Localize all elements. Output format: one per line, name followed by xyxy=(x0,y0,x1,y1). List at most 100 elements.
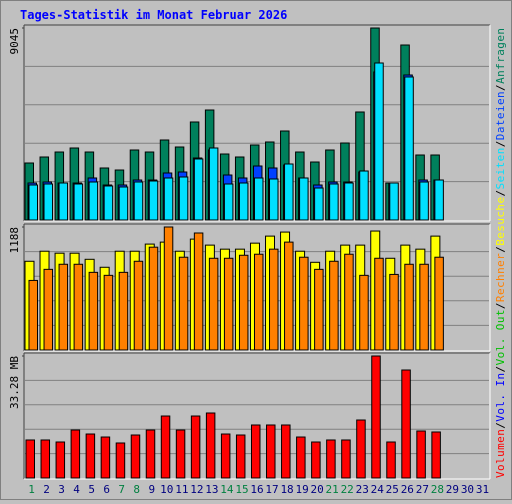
bar xyxy=(389,273,399,351)
bar xyxy=(103,274,114,351)
bar xyxy=(103,185,114,221)
bar xyxy=(311,441,321,479)
bar xyxy=(130,434,141,479)
x-tick-label: 10 xyxy=(160,483,173,496)
x-tick-label: 27 xyxy=(416,483,429,496)
bar xyxy=(434,179,444,221)
x-tick-label: 21 xyxy=(326,483,339,496)
bar xyxy=(118,186,129,221)
x-tick-label: 26 xyxy=(401,483,414,496)
bar xyxy=(73,263,84,351)
x-tick-label: 19 xyxy=(295,483,308,496)
legend-entry: Vol. Out xyxy=(494,310,507,366)
bar xyxy=(266,424,276,479)
legend-entry: Volumen xyxy=(494,429,507,478)
bar xyxy=(269,178,279,221)
legend-entry: Rechner xyxy=(494,253,507,302)
bar xyxy=(223,257,234,351)
bar xyxy=(25,439,35,479)
bar xyxy=(419,181,429,221)
x-tick-label: 29 xyxy=(446,483,459,496)
legend: Volumen/Vol. In/Vol. Out/Rechner/Besuche… xyxy=(494,28,507,478)
x-tick-label: 2 xyxy=(43,483,50,496)
legend-entry: Anfragen xyxy=(494,28,507,84)
bar xyxy=(100,436,111,479)
bar xyxy=(208,257,219,351)
bar xyxy=(329,183,339,221)
bar xyxy=(43,268,54,351)
x-tick-label: 22 xyxy=(341,483,354,496)
bar xyxy=(88,181,99,221)
legend-separator: / xyxy=(494,190,507,197)
bar xyxy=(284,241,294,351)
bar xyxy=(374,257,384,351)
bar xyxy=(281,424,291,479)
x-tick-label: 16 xyxy=(250,483,263,496)
x-tick-label: 1 xyxy=(28,483,35,496)
x-tick-label: 7 xyxy=(118,483,125,496)
legend-separator: / xyxy=(494,422,507,429)
bar xyxy=(118,271,129,351)
bar xyxy=(148,180,159,221)
bar xyxy=(133,260,144,351)
bar xyxy=(55,441,66,479)
bar xyxy=(205,412,216,479)
bar xyxy=(220,433,231,479)
bar xyxy=(299,256,309,351)
x-tick-label: 4 xyxy=(73,483,80,496)
bar xyxy=(416,430,426,479)
bar xyxy=(314,268,324,351)
bar xyxy=(40,439,51,479)
x-tick-label: 8 xyxy=(133,483,140,496)
bar xyxy=(175,429,186,479)
bar xyxy=(269,248,279,351)
bar xyxy=(133,181,144,221)
bar xyxy=(163,177,174,221)
bar xyxy=(374,62,384,221)
x-tick-label: 24 xyxy=(371,483,385,496)
bar xyxy=(73,183,84,221)
bar xyxy=(419,263,429,351)
bar xyxy=(404,263,414,351)
bar xyxy=(238,254,249,351)
x-tick-label: 3 xyxy=(58,483,65,496)
bar xyxy=(235,434,246,479)
bar xyxy=(329,260,339,351)
legend-entry: Vol. In xyxy=(494,373,507,422)
bar xyxy=(401,369,411,479)
bar xyxy=(299,177,309,221)
x-tick-label: 6 xyxy=(103,483,110,496)
bar xyxy=(344,182,354,221)
bar xyxy=(70,429,81,479)
bar xyxy=(160,415,171,479)
bar xyxy=(88,271,99,351)
x-tick-label: 5 xyxy=(88,483,95,496)
bar xyxy=(28,279,38,351)
bar xyxy=(28,184,38,221)
bar xyxy=(314,187,324,221)
bar xyxy=(58,263,69,351)
bar xyxy=(341,439,351,479)
x-tick-label: 28 xyxy=(431,483,444,496)
x-tick-label: 23 xyxy=(356,483,369,496)
bar xyxy=(163,226,174,351)
bar xyxy=(359,274,369,351)
bar xyxy=(178,256,189,351)
legend-entry: Seiten xyxy=(494,148,507,190)
x-tick-label: 30 xyxy=(461,483,474,496)
bar xyxy=(359,170,369,221)
chart-title: Tages-Statistik im Monat Februar 2026 xyxy=(20,8,287,22)
bar xyxy=(284,163,294,221)
bar xyxy=(404,76,414,221)
bar xyxy=(208,147,219,221)
bar xyxy=(326,439,336,479)
x-tick-label: 11 xyxy=(175,483,188,496)
y-tick-label: 9045 xyxy=(8,28,21,55)
x-tick-label: 12 xyxy=(190,483,203,496)
x-tick-label: 14 xyxy=(220,483,234,496)
bar xyxy=(85,433,96,479)
bar xyxy=(250,424,261,479)
bar xyxy=(431,431,441,479)
